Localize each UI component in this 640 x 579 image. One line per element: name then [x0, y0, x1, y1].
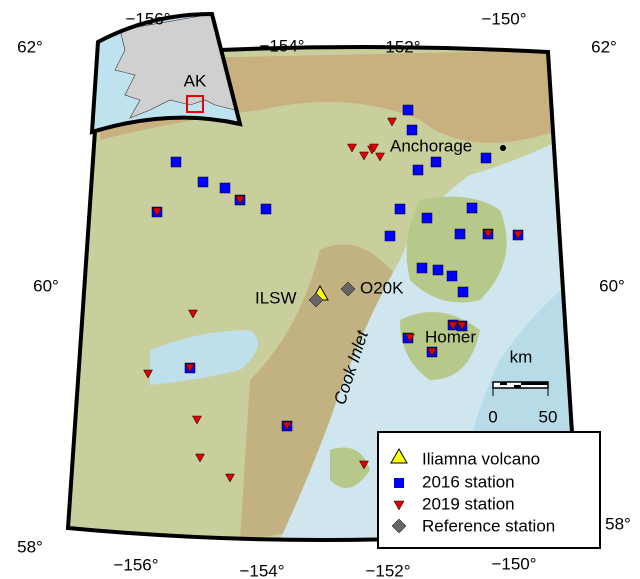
- station-2019: [152, 207, 162, 217]
- scale-unit: km: [510, 347, 533, 366]
- station-2019: [483, 229, 493, 239]
- station-2016: [384, 230, 396, 242]
- station-2019: [457, 321, 467, 331]
- station-2019: [143, 369, 153, 379]
- legend-entry: 2016 station: [422, 472, 515, 491]
- place-label: Anchorage: [390, 136, 472, 155]
- station-2019: [282, 421, 292, 431]
- scale-tick: 0: [488, 407, 497, 426]
- station-2016: [412, 164, 424, 176]
- station-2019: [427, 347, 437, 357]
- station-2016: [457, 286, 469, 298]
- station-2019: [369, 143, 379, 153]
- station-2016: [432, 264, 444, 276]
- inset-label: AK: [184, 71, 207, 90]
- bottom-label: −150°: [491, 554, 536, 573]
- bottom-label: −156°: [113, 555, 158, 574]
- reference-station: [308, 292, 324, 308]
- left-label: 62°: [17, 37, 43, 56]
- top-label: −154°: [259, 36, 304, 55]
- stations: [143, 104, 524, 483]
- left-label: 58°: [17, 537, 43, 556]
- bottom-label: −152°: [365, 561, 410, 579]
- terrain: [68, 47, 578, 540]
- inset-map: [89, 11, 243, 135]
- station-2019: [359, 460, 369, 470]
- station-2016: [446, 270, 458, 282]
- scale-bar: [492, 381, 549, 396]
- legend-entry: Iliamna volcano: [422, 449, 540, 468]
- station-2016: [416, 262, 428, 274]
- station-2019: [513, 230, 523, 240]
- place-label: O20K: [360, 278, 404, 297]
- top-label: −156°: [125, 9, 170, 28]
- station-2016: [197, 176, 209, 188]
- station-2019: [192, 415, 202, 425]
- station-2016: [421, 212, 433, 224]
- station-2019: [188, 309, 198, 319]
- station-2016: [260, 203, 272, 215]
- right-label: 58°: [605, 514, 631, 533]
- right-label: 60°: [599, 276, 625, 295]
- station-2016: [480, 152, 492, 164]
- legend-entry: 2019 station: [422, 494, 515, 513]
- station-2019: [359, 151, 369, 161]
- station-2019: [448, 321, 458, 331]
- legend-entry: Reference station: [422, 516, 555, 535]
- place-label: ILSW: [255, 288, 297, 307]
- station-2019: [347, 143, 357, 153]
- bottom-label: −154°: [239, 561, 284, 579]
- station-2019: [375, 152, 385, 162]
- station-2016: [406, 124, 418, 136]
- station-2019: [225, 473, 235, 483]
- station-2019: [405, 333, 415, 343]
- station-2016: [454, 228, 466, 240]
- station-2019: [387, 117, 397, 127]
- station-2016: [466, 202, 478, 214]
- station-2016: [430, 156, 442, 168]
- top-label: −150°: [481, 9, 526, 28]
- place-label: Homer: [425, 327, 476, 346]
- left-label: 60°: [33, 276, 59, 295]
- station-2019: [195, 453, 205, 463]
- station-2016: [402, 104, 414, 116]
- scale-tick: 50: [539, 407, 558, 426]
- city-dot: [500, 145, 506, 151]
- station-2016: [394, 203, 406, 215]
- legend: Iliamna volcano 2016 station 2019 statio…: [377, 431, 601, 549]
- station-2016: [219, 182, 231, 194]
- top-label: −152°: [375, 37, 420, 56]
- right-label: 62°: [591, 37, 617, 56]
- station-2019: [235, 195, 245, 205]
- reference-station: [340, 281, 356, 297]
- station-2019: [185, 363, 195, 373]
- station-2016: [170, 156, 182, 168]
